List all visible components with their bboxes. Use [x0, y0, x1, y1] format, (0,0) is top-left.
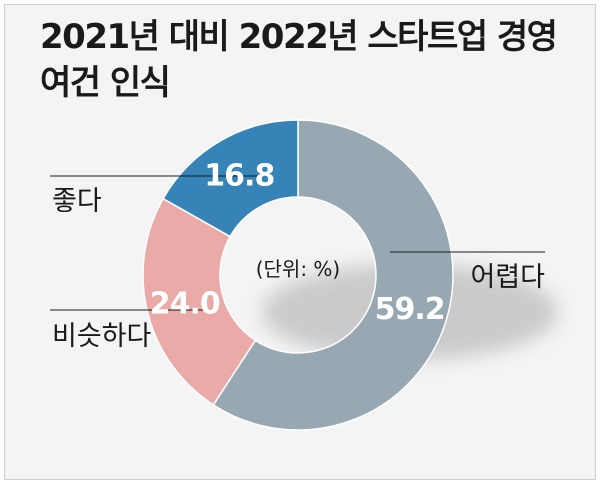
value-label-어렵다: 59.2: [375, 292, 445, 327]
slice-좋다: [162, 119, 299, 238]
unit-note: (단위: %): [256, 257, 341, 281]
value-label-좋다: 16.8: [204, 158, 274, 193]
chart-title: 2021년 대비 2022년 스타트업 경영여건 인식: [40, 17, 558, 103]
category-label-좋다: 좋다: [52, 186, 102, 217]
slice-비슷하다: [142, 197, 257, 406]
value-label-비슷하다: 24.0: [150, 287, 220, 322]
slice-어렵다: [212, 119, 454, 431]
category-label-어렵다: 어렵다: [470, 262, 545, 293]
category-label-비슷하다: 비슷하다: [52, 321, 152, 352]
